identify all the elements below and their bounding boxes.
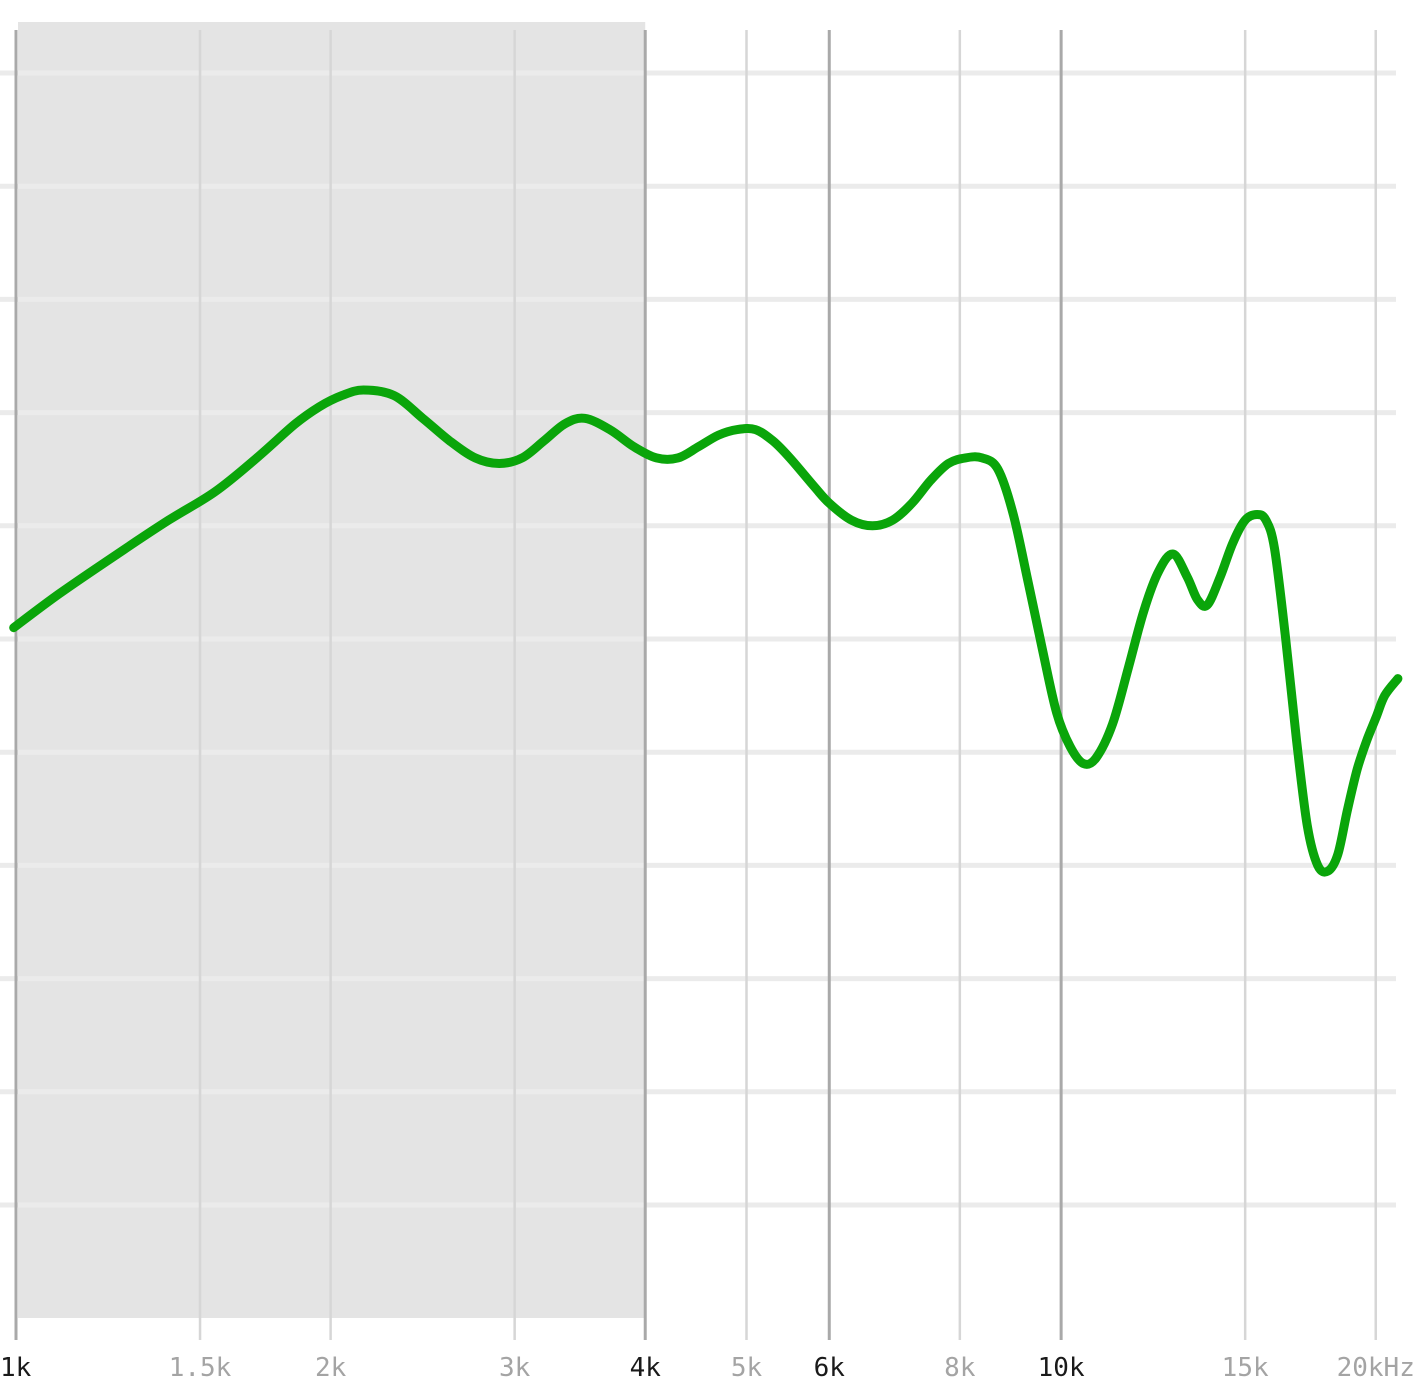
x-tick-label-layer: 1k 1.5k 2k 3k 4k 5k 6k 8k 10k 15k 20kHz xyxy=(0,1353,1415,1383)
x-tick-label: 1k xyxy=(0,1353,32,1383)
x-tick-label: 1.5k xyxy=(169,1353,232,1383)
x-tick-label: 20kHz xyxy=(1337,1353,1415,1383)
x-tick-label: 10k xyxy=(1038,1353,1085,1383)
x-tick-label: 6k xyxy=(814,1353,846,1383)
x-tick-label: 5k xyxy=(731,1353,763,1383)
x-tick-label: 8k xyxy=(944,1353,976,1383)
vertical-grid-layer xyxy=(14,30,1377,1340)
x-tick-label: 4k xyxy=(630,1353,662,1383)
x-tick-label: 2k xyxy=(315,1353,347,1383)
series-layer xyxy=(9,385,1403,877)
x-tick-label: 3k xyxy=(499,1353,531,1383)
x-tick-label: 15k xyxy=(1222,1353,1269,1383)
series-line xyxy=(9,385,1403,877)
horizontal-grid-layer xyxy=(0,70,1396,1208)
